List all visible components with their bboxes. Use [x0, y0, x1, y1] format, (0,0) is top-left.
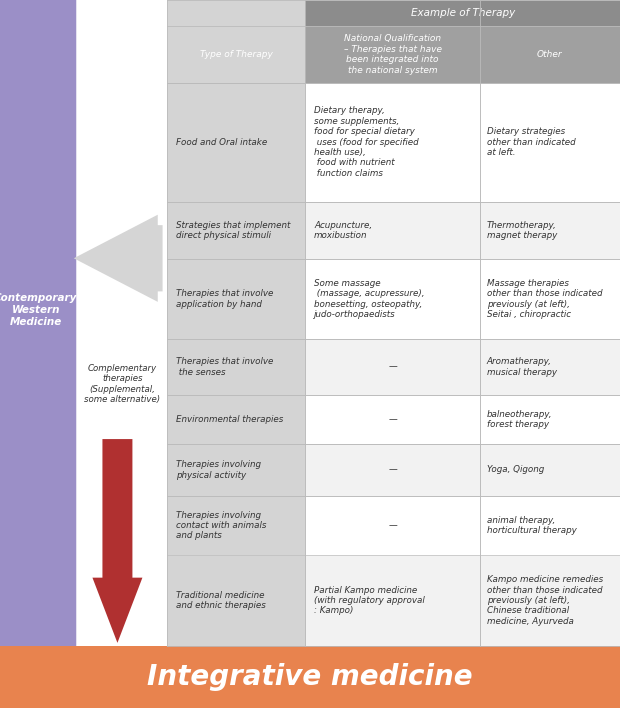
FancyBboxPatch shape — [306, 555, 480, 646]
Text: Contemporary
Western
Medicine: Contemporary Western Medicine — [0, 293, 78, 326]
Polygon shape — [74, 215, 162, 302]
FancyBboxPatch shape — [0, 646, 620, 708]
FancyBboxPatch shape — [480, 496, 620, 555]
Text: Yoga, Qigong: Yoga, Qigong — [487, 465, 544, 474]
Text: Example of Therapy: Example of Therapy — [410, 8, 515, 18]
FancyBboxPatch shape — [480, 26, 620, 83]
FancyBboxPatch shape — [167, 555, 306, 646]
FancyBboxPatch shape — [167, 0, 620, 646]
FancyBboxPatch shape — [480, 445, 620, 496]
Text: Kampo medicine remedies
other than those indicated
previously (at left),
Chinese: Kampo medicine remedies other than those… — [487, 575, 603, 626]
Text: —: — — [388, 362, 397, 372]
Text: Integrative medicine: Integrative medicine — [147, 663, 473, 691]
FancyBboxPatch shape — [480, 83, 620, 202]
Text: Therapies that involve
application by hand: Therapies that involve application by ha… — [175, 290, 273, 309]
FancyBboxPatch shape — [167, 83, 306, 202]
FancyBboxPatch shape — [306, 0, 620, 26]
Text: Some massage
 (massage, acupressure),
bonesetting, osteopathy,
judo-orthopaedist: Some massage (massage, acupressure), bon… — [314, 279, 425, 319]
Text: Therapies involving
contact with animals
and plants: Therapies involving contact with animals… — [175, 510, 266, 540]
FancyBboxPatch shape — [480, 202, 620, 259]
FancyBboxPatch shape — [480, 339, 620, 394]
Text: National Qualification
– Therapies that have
been integrated into
the national s: National Qualification – Therapies that … — [343, 35, 441, 74]
Text: —: — — [388, 465, 397, 474]
FancyBboxPatch shape — [306, 26, 480, 83]
FancyBboxPatch shape — [167, 496, 306, 555]
Text: Other: Other — [537, 50, 563, 59]
FancyBboxPatch shape — [480, 555, 620, 646]
Text: Therapies involving
physical activity: Therapies involving physical activity — [175, 460, 260, 479]
Text: animal therapy,
horticultural therapy: animal therapy, horticultural therapy — [487, 515, 577, 535]
Text: Acupuncture,
moxibustion: Acupuncture, moxibustion — [314, 221, 372, 240]
Text: Dietary strategies
other than indicated
at left.: Dietary strategies other than indicated … — [487, 127, 575, 157]
Text: balneotherapy,
forest therapy: balneotherapy, forest therapy — [487, 410, 552, 429]
Text: Traditional medicine
and ethnic therapies: Traditional medicine and ethnic therapie… — [175, 590, 265, 610]
Text: Strategies that implement
direct physical stimuli: Strategies that implement direct physica… — [175, 221, 290, 240]
Text: —: — — [388, 521, 397, 530]
Text: Aromatherapy,
musical therapy: Aromatherapy, musical therapy — [487, 358, 557, 377]
Text: Environmental therapies: Environmental therapies — [175, 415, 283, 424]
FancyBboxPatch shape — [167, 259, 306, 339]
Text: Massage therapies
other than those indicated
previously (at left),
Seitai , chir: Massage therapies other than those indic… — [487, 279, 602, 319]
FancyBboxPatch shape — [167, 445, 306, 496]
FancyBboxPatch shape — [306, 259, 480, 339]
Text: Thermotherapy,
magnet therapy: Thermotherapy, magnet therapy — [487, 221, 557, 240]
Text: Partial Kampo medicine
(with regulatory approval
: Kampo): Partial Kampo medicine (with regulatory … — [314, 586, 425, 615]
Text: Complementary
therapies
(Supplemental,
some alternative): Complementary therapies (Supplemental, s… — [84, 364, 161, 404]
FancyBboxPatch shape — [306, 83, 480, 202]
Text: —: — — [388, 415, 397, 424]
FancyBboxPatch shape — [306, 202, 480, 259]
FancyBboxPatch shape — [0, 0, 76, 651]
FancyBboxPatch shape — [167, 26, 306, 83]
FancyBboxPatch shape — [167, 0, 306, 26]
FancyBboxPatch shape — [306, 445, 480, 496]
Text: Dietary therapy,
some supplements,
food for special dietary
 uses (food for spec: Dietary therapy, some supplements, food … — [314, 106, 419, 178]
FancyBboxPatch shape — [167, 339, 306, 394]
FancyBboxPatch shape — [306, 339, 480, 394]
FancyBboxPatch shape — [480, 259, 620, 339]
FancyBboxPatch shape — [167, 202, 306, 259]
FancyBboxPatch shape — [480, 394, 620, 445]
Polygon shape — [92, 439, 143, 643]
Text: Food and Oral intake: Food and Oral intake — [175, 137, 267, 147]
FancyBboxPatch shape — [306, 496, 480, 555]
FancyBboxPatch shape — [167, 394, 306, 445]
Text: Therapies that involve
 the senses: Therapies that involve the senses — [175, 358, 273, 377]
FancyBboxPatch shape — [306, 394, 480, 445]
Text: Type of Therapy: Type of Therapy — [200, 50, 273, 59]
